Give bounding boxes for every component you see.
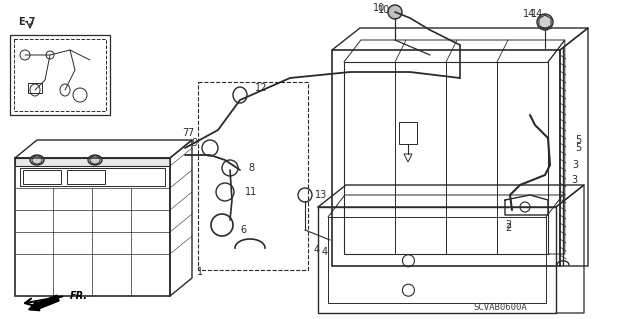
- Text: 7: 7: [182, 128, 188, 138]
- Bar: [332, 50, 560, 266]
- Text: 7: 7: [187, 128, 193, 138]
- Text: FR.: FR.: [70, 291, 88, 301]
- Bar: [10, 35, 110, 115]
- Text: 9: 9: [192, 138, 198, 148]
- Text: SCVAB0600A: SCVAB0600A: [473, 303, 527, 313]
- FancyArrow shape: [29, 295, 59, 311]
- Text: 8: 8: [248, 163, 254, 173]
- Text: 6: 6: [240, 225, 246, 235]
- Bar: [344, 62, 548, 254]
- Text: E-7: E-7: [18, 17, 35, 27]
- Text: 4: 4: [322, 247, 328, 257]
- Bar: [15, 158, 170, 296]
- Text: 14: 14: [523, 9, 535, 19]
- Bar: [20, 168, 165, 186]
- Text: 3: 3: [571, 175, 577, 185]
- Bar: [15, 158, 170, 166]
- Text: 3: 3: [572, 160, 578, 170]
- Text: 13: 13: [315, 190, 327, 200]
- Text: 14: 14: [531, 9, 543, 19]
- Text: 2: 2: [505, 220, 511, 230]
- Bar: [23, 170, 61, 184]
- Ellipse shape: [537, 14, 553, 30]
- Ellipse shape: [30, 155, 44, 165]
- Text: 12: 12: [255, 83, 268, 93]
- Text: 1: 1: [197, 267, 203, 277]
- Ellipse shape: [88, 155, 102, 165]
- Bar: [399, 122, 417, 144]
- Bar: [198, 82, 308, 270]
- Bar: [318, 207, 556, 313]
- Bar: [14, 39, 106, 111]
- Text: 11: 11: [245, 187, 257, 197]
- Text: 10: 10: [372, 3, 385, 13]
- Text: 5: 5: [575, 135, 581, 145]
- Text: 2: 2: [505, 223, 511, 233]
- Ellipse shape: [388, 5, 402, 19]
- Text: 5: 5: [575, 143, 581, 153]
- Text: 10: 10: [378, 5, 390, 15]
- Bar: [28, 83, 42, 93]
- Text: 4: 4: [314, 245, 320, 255]
- Bar: [328, 217, 546, 303]
- Bar: [67, 170, 105, 184]
